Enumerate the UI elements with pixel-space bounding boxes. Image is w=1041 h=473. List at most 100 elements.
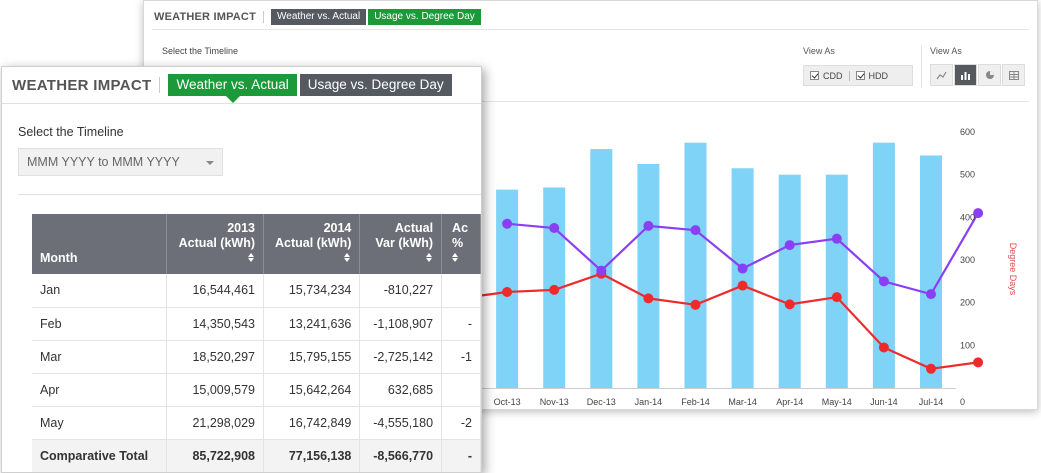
- cell-2014-actual: 13,241,636: [263, 307, 361, 341]
- column-header-label: Actual: [394, 221, 434, 235]
- timeline-select[interactable]: MMM YYYY to MMM YYYY: [18, 148, 223, 176]
- back-tab-usage-vs-degree-day[interactable]: Usage vs. Degree Day: [368, 9, 481, 25]
- cdd-point: [643, 220, 654, 231]
- usage-bar: [825, 174, 848, 388]
- cdd-point: [926, 289, 936, 300]
- pie-chart-icon: [985, 71, 994, 79]
- cdd-checkbox[interactable]: [810, 71, 819, 80]
- cdd-point: [831, 233, 842, 244]
- hdd-point: [502, 287, 513, 297]
- x-tick-label: Oct-13: [494, 397, 521, 407]
- cell-2013-actual: 21,298,029: [166, 406, 265, 440]
- cell-actual-pct: -: [441, 307, 481, 341]
- y-tick-label: 600: [960, 127, 975, 137]
- x-tick-label: Jan-14: [635, 397, 663, 407]
- table-row: Apr 15,009,579 15,642,264 632,685: [32, 373, 481, 407]
- column-header-label: 2014: [323, 221, 352, 235]
- cell-actual-pct: -2: [441, 406, 481, 440]
- usage-bar: [778, 174, 801, 388]
- cell-2014-actual: 15,795,155: [263, 340, 361, 374]
- cell-total-2014: 77,156,138: [263, 439, 361, 472]
- y-tick-label: 500: [960, 170, 975, 180]
- column-header-actual-pct[interactable]: Ac %: [441, 214, 481, 274]
- pie-chart-view-button[interactable]: [978, 64, 1001, 86]
- cell-total-2013: 85,722,908: [166, 439, 265, 472]
- y-tick-label: 100: [960, 340, 975, 350]
- column-header-label: Actual (kWh): [178, 236, 255, 250]
- cell-actual-var: -4,555,180: [359, 406, 443, 440]
- bar-chart-icon: [961, 71, 970, 80]
- hdd-point: [643, 293, 654, 304]
- hdd-point: [926, 363, 936, 374]
- back-header: WEATHER IMPACT Weather vs. Actual Usage …: [154, 7, 483, 27]
- usage-bar: [920, 155, 942, 388]
- table-view-button[interactable]: [1002, 64, 1025, 86]
- back-tab-weather-vs-actual[interactable]: Weather vs. Actual: [271, 9, 367, 25]
- x-tick-label: Feb-14: [681, 397, 710, 407]
- divider: [152, 101, 1029, 102]
- cell-actual-pct: -1: [441, 340, 481, 374]
- cell-month: Jan: [32, 274, 167, 308]
- x-tick-label: Jun-14: [870, 397, 898, 407]
- table-row: Feb 14,350,543 13,241,636 -1,108,907 -: [32, 307, 481, 341]
- table-icon: [1008, 70, 1019, 80]
- view-as-buttons: [930, 64, 1026, 86]
- cell-2013-actual: 18,520,297: [166, 340, 265, 374]
- cdd-point: [973, 208, 984, 219]
- line-chart-icon: [936, 71, 947, 79]
- table-row: Mar 18,520,297 15,795,155 -2,725,142 -1: [32, 340, 481, 374]
- back-timeline-label: Select the Timeline: [162, 46, 239, 56]
- sort-icon[interactable]: [426, 253, 433, 262]
- chevron-down-icon: [206, 161, 214, 165]
- usage-bar: [872, 142, 895, 388]
- hdd-point: [549, 284, 560, 295]
- cell-2014-actual: 16,742,849: [263, 406, 361, 440]
- hdd-checkbox[interactable]: [855, 71, 865, 80]
- usage-bar: [637, 164, 660, 388]
- usage-degree-day-chart: Oct-13 Nov-13 Dec-13 Jan-14 Feb-14 Mar-14 Apr-…: [444, 127, 1018, 407]
- x-tick-label: Apr-14: [776, 397, 803, 407]
- front-header: WEATHER IMPACT Weather vs. Actual Usage …: [12, 74, 455, 103]
- y-tick-label: 300: [960, 255, 975, 265]
- cell-total-var: -8,566,770: [359, 439, 443, 472]
- column-header-month[interactable]: Month: [32, 214, 167, 274]
- cell-2013-actual: 15,009,579: [166, 373, 265, 407]
- cdd-point: [878, 276, 889, 287]
- divider: [263, 11, 264, 23]
- timeline-label: Select the Timeline: [18, 125, 124, 139]
- x-tick-label: Jul-14: [919, 397, 944, 407]
- cell-actual-var: -810,227: [359, 274, 443, 308]
- cell-actual-var: 632,685: [359, 373, 443, 407]
- sort-icon[interactable]: [452, 253, 459, 262]
- divider: [848, 70, 850, 81]
- sort-icon[interactable]: [248, 253, 255, 262]
- table-total-row: Comparative Total 85,722,908 77,156,138 …: [32, 439, 481, 472]
- column-header-actual-var[interactable]: Actual Var (kWh): [359, 214, 443, 274]
- hdd-label: HDD: [868, 70, 889, 81]
- cdd-point: [690, 225, 701, 236]
- bar-chart-view-button[interactable]: [954, 64, 977, 86]
- cell-2014-actual: 15,642,264: [263, 373, 361, 407]
- cell-actual-var: -1,108,907: [359, 307, 443, 341]
- column-header-label: Actual (kWh): [275, 236, 352, 250]
- column-header-label: Month: [40, 251, 78, 265]
- cell-2013-actual: 14,350,543: [166, 307, 265, 341]
- hdd-point: [784, 299, 795, 310]
- usage-bar: [684, 142, 707, 388]
- cdd-point: [549, 223, 560, 233]
- front-title: WEATHER IMPACT: [12, 76, 152, 94]
- cdd-point: [737, 263, 748, 274]
- y-tick-label: 400: [960, 212, 975, 222]
- column-header-2013-actual[interactable]: 2013 Actual (kWh): [166, 214, 265, 274]
- hdd-point: [973, 357, 984, 368]
- divider: [921, 46, 922, 88]
- column-header-label: %: [452, 236, 464, 250]
- x-tick-label: Dec-13: [587, 397, 616, 407]
- tab-weather-vs-actual[interactable]: Weather vs. Actual: [168, 74, 297, 103]
- column-header-2014-actual[interactable]: 2014 Actual (kWh): [263, 214, 361, 274]
- y-axis-title: Degree Days: [1008, 243, 1018, 296]
- line-chart-view-button[interactable]: [930, 64, 953, 86]
- sort-icon[interactable]: [344, 253, 351, 262]
- view-as-label: View As: [803, 46, 835, 56]
- tab-usage-vs-degree-day[interactable]: Usage vs. Degree Day: [299, 74, 452, 96]
